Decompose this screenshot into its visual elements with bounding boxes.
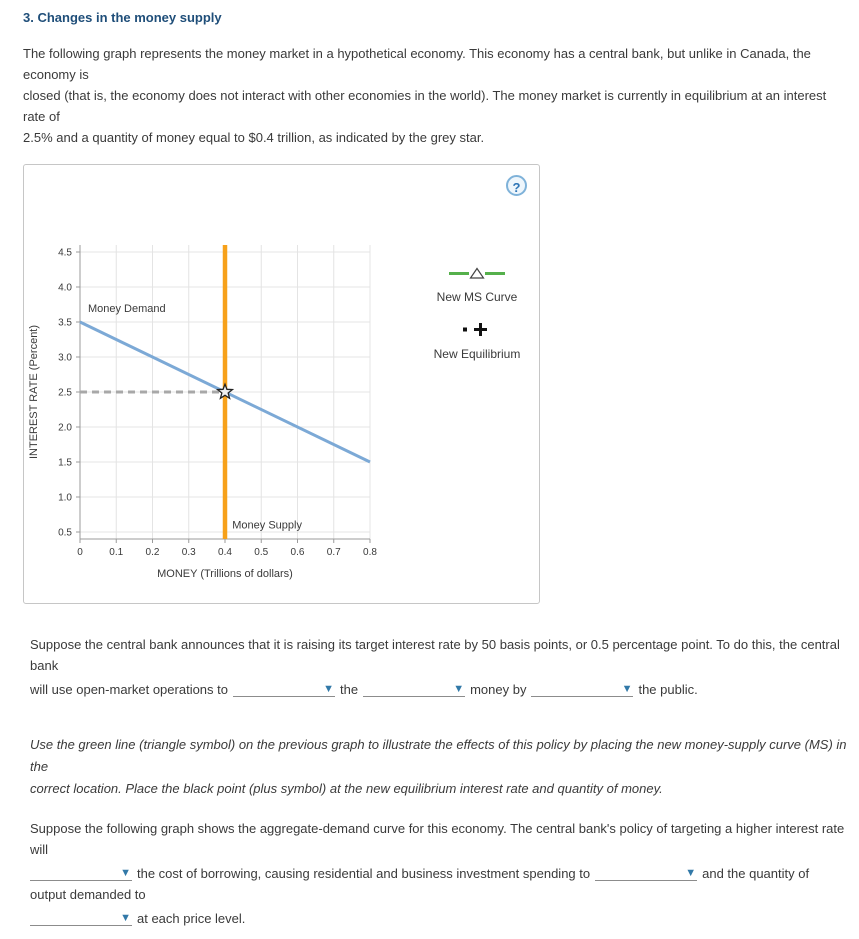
y-tick-label: 4.0	[58, 283, 72, 294]
question-1-line-2: will use open-market operations to ▼ the ▼ m…	[30, 679, 848, 700]
y-axis-title: INTEREST RATE (Percent)	[28, 325, 40, 459]
graph-panel-body: 0 0.1 0.2 0.3 0.4 0.5 0.6 0.7 0.8 0.5 1.0 1.5 2.0 2.5…	[24, 165, 539, 591]
plus-icon	[478, 323, 482, 336]
y-tick-label: 2.0	[58, 423, 72, 434]
q2-dropdown-borrowing-cost[interactable]: ▼	[30, 864, 132, 881]
q2-dropdown-investment-spending[interactable]: ▼	[595, 864, 698, 881]
question-2-line-3: ▼ at each price level.	[30, 908, 848, 929]
dropdown-arrow-icon[interactable]: ▼	[120, 867, 131, 879]
question-2: Suppose the following graph shows the ag…	[30, 818, 848, 929]
intro-line: 2.5% and a quantity of money equal to $0…	[23, 130, 485, 145]
dropdown-arrow-icon[interactable]: ▼	[120, 912, 131, 924]
x-tick-label: 0.2	[146, 547, 160, 558]
question-1-text: the public.	[638, 682, 698, 697]
dropdown-arrow-icon[interactable]: ▼	[453, 683, 465, 695]
x-tick-label: 0	[77, 547, 83, 558]
legend-item-new-ms-curve: New MS Curve	[436, 267, 518, 304]
y-tick-label: 1.0	[58, 493, 72, 504]
x-tick-label: 0.1	[109, 547, 123, 558]
question-1-text: the	[340, 682, 359, 697]
dropdown-arrow-icon[interactable]: ▼	[621, 683, 633, 695]
question-1-text: money by	[470, 682, 527, 697]
x-tick-label: 0.4	[218, 547, 232, 558]
question-1-line-1: Suppose the central bank announces that …	[30, 637, 840, 673]
handle-square-icon	[462, 327, 467, 332]
new-ms-curve-handle[interactable]	[448, 267, 506, 280]
question-1-text: will use open-market operations to	[30, 682, 228, 697]
q2-dropdown-output-demanded[interactable]: ▼	[30, 909, 132, 926]
y-tick-label: 3.0	[58, 353, 72, 364]
question-2-line-1: Suppose the following graph shows the ag…	[30, 821, 845, 857]
question-2-text: the cost of borrowing, causing residenti…	[137, 866, 591, 881]
intro-text: The following graph represents the money…	[23, 43, 841, 148]
legend-label: New Equilibrium	[433, 347, 521, 361]
x-tick-label: 0.7	[327, 547, 341, 558]
legend-item-new-equilibrium: New Equilibrium	[433, 322, 521, 361]
equilibrium-star-icon	[215, 382, 235, 400]
x-tick-label: 0.5	[254, 547, 268, 558]
q1-dropdown-instrument[interactable]: ▼	[363, 680, 466, 697]
question-2-line-2: ▼ the cost of borrowing, causing resident…	[30, 863, 848, 905]
y-tick-label: 3.5	[58, 318, 72, 329]
page-title: 3. Changes in the money supply	[23, 10, 222, 25]
new-equilibrium-handle[interactable]	[462, 322, 491, 337]
dropdown-arrow-icon[interactable]: ▼	[685, 867, 697, 879]
x-axis-title: MONEY (Trillions of dollars)	[157, 568, 293, 580]
instruction-line: correct location. Place the black point …	[30, 781, 663, 796]
question-2-text: at each price level.	[137, 911, 246, 926]
instruction-text: Use the green line (triangle symbol) on …	[30, 734, 848, 800]
q1-dropdown-transaction[interactable]: ▼	[531, 680, 634, 697]
y-tick-label: 1.5	[58, 458, 72, 469]
instruction-line: Use the green line (triangle symbol) on …	[30, 737, 847, 774]
money-demand-label: Money Demand	[88, 303, 166, 315]
graph-legend: New MS Curve New Equilibrium	[418, 267, 536, 361]
graph-panel: ? 0 0.1 0.2 0.3 0.4 0.5 0.6 0.7 0.8 0.5 1.0 1.5 2.0 2…	[23, 164, 540, 604]
question-1: Suppose the central bank announces that …	[30, 634, 848, 700]
money-market-graph[interactable]: 0 0.1 0.2 0.3 0.4 0.5 0.6 0.7 0.8 0.5 1.0 1.5 2.0 2.5…	[24, 231, 380, 591]
x-tick-label: 0.3	[182, 547, 196, 558]
money-supply-label: Money Supply	[232, 520, 302, 532]
y-tick-label: 4.5	[58, 248, 72, 259]
x-tick-label: 0.6	[291, 547, 305, 558]
triangle-icon	[469, 267, 485, 279]
legend-label: New MS Curve	[436, 290, 518, 304]
help-icon[interactable]: ?	[506, 175, 527, 196]
intro-line: closed (that is, the economy does not in…	[23, 88, 827, 124]
intro-line: The following graph represents the money…	[23, 46, 811, 82]
dropdown-arrow-icon[interactable]: ▼	[323, 683, 334, 695]
y-tick-label: 0.5	[58, 528, 72, 539]
y-tick-label: 2.5	[58, 388, 72, 399]
x-tick-label: 0.8	[363, 547, 377, 558]
q1-dropdown-operation[interactable]: ▼	[233, 680, 335, 697]
